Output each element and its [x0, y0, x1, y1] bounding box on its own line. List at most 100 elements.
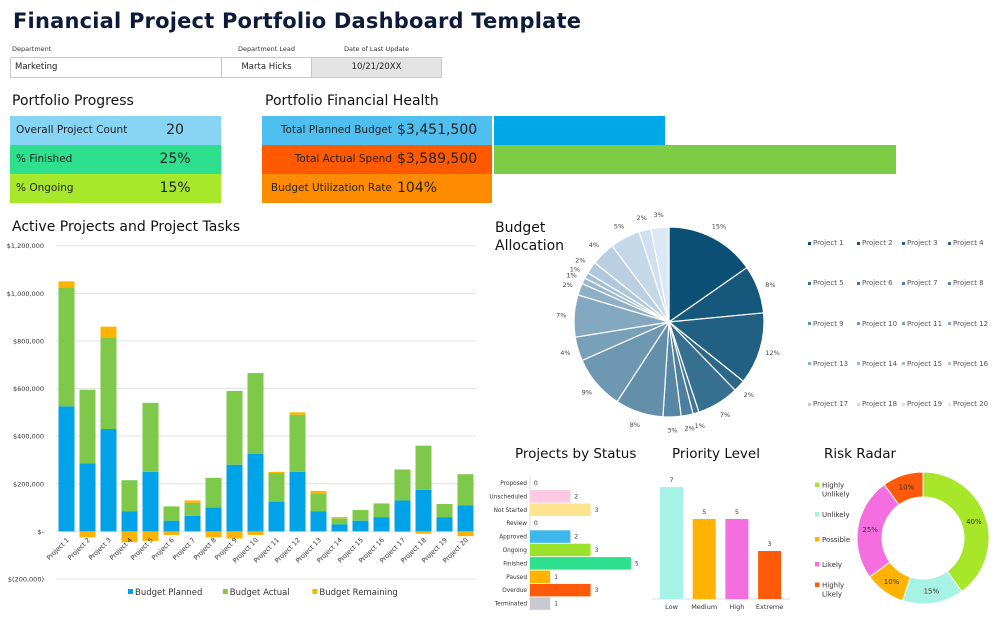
pie-label: 7% [720, 411, 730, 419]
legend-label: Project 2 [862, 239, 893, 247]
health-label: Total Planned Budget [280, 124, 392, 136]
legend-swatch [948, 402, 951, 406]
donut-slice [883, 471, 924, 506]
pie-slice [650, 226, 670, 323]
pie-label: 4% [560, 349, 570, 357]
portfolio-progress-title: Portfolio Progress [12, 93, 134, 109]
y-tick-label: $1,200,000 [7, 242, 44, 250]
title-line: Allocation [495, 238, 565, 254]
legend-item: Project 4 [948, 239, 984, 247]
status-bar [530, 557, 631, 570]
status-title: Projects by Status [515, 446, 637, 462]
pie-label: 1% [570, 266, 580, 274]
value-label: 1 [554, 575, 558, 581]
bar-budget-planned [331, 524, 348, 532]
pie-label: 2% [744, 391, 754, 399]
category-label: Paused [506, 575, 527, 581]
legend-swatch [815, 537, 820, 542]
pie-label: 12% [765, 349, 779, 357]
value-label: 3 [595, 508, 599, 514]
financial-health-table: Total Planned Budget $3,451,500 Total Actu… [262, 116, 492, 203]
financial-bar [494, 145, 897, 174]
date-field[interactable]: 10/21/20XX [311, 57, 442, 78]
legend-swatch [128, 589, 133, 594]
category-label: Proposed [500, 481, 527, 487]
legend-label: Project 19 [907, 400, 943, 409]
bar-budget-remaining [205, 531, 222, 538]
bar-budget-remaining [226, 531, 243, 539]
bar-budget-actual [100, 337, 117, 430]
value-label: 3 [768, 541, 772, 548]
legend-swatch [808, 322, 811, 326]
legend-swatch [815, 482, 820, 487]
risk-title: Risk Radar [824, 446, 897, 462]
legend-swatch [857, 322, 860, 326]
department-field[interactable]: Marketing [10, 57, 222, 78]
legend-item: Project 17 [808, 400, 848, 408]
department-label: Department [12, 45, 52, 53]
bar-budget-planned [310, 511, 327, 532]
legend-label: Project 6 [862, 279, 893, 288]
legend-swatch [312, 589, 318, 594]
health-row: Budget Utilization Rate 104% [262, 174, 492, 203]
bar-budget-planned [268, 501, 285, 532]
pie-slice [668, 226, 748, 324]
bar-budget-actual [247, 373, 264, 455]
department-lead-label: Department Lead [238, 45, 296, 53]
legend-item: Project 9 [808, 320, 844, 328]
legend-item: Project 5 [808, 279, 844, 287]
bar-budget-planned [289, 471, 306, 532]
y-tick-label: $200,000 [13, 480, 44, 488]
category-label: Extreme [756, 603, 783, 611]
legend-swatch [902, 402, 905, 406]
progress-value: 25% [159, 151, 191, 167]
progress-row: % Finished 25% [10, 145, 221, 174]
status-bar [530, 503, 591, 516]
value-label: 0 [534, 481, 538, 487]
legend-item: Project 20 [948, 400, 988, 408]
value-label: 0 [534, 521, 538, 527]
progress-label: % Ongoing [16, 182, 74, 194]
pie-label: 8% [765, 281, 775, 289]
bar-budget-actual [331, 518, 348, 525]
donut-label: 10% [884, 578, 900, 586]
bar-budget-planned [163, 520, 180, 532]
legend-label: Budget Remaining [319, 588, 397, 598]
legend-swatch [857, 402, 860, 406]
bar-budget-remaining [163, 531, 180, 535]
status-bar [530, 490, 571, 503]
legend-label: Highly [822, 482, 844, 490]
legend-label: Unlikely [822, 511, 850, 519]
legend-label: Project 7 [907, 279, 938, 288]
legend-label: Project 3 [907, 239, 938, 247]
category-label: Medium [691, 603, 717, 611]
bar-budget-actual [58, 287, 75, 407]
value-label: 5 [735, 509, 739, 516]
legend-label: Project 4 [953, 239, 984, 247]
legend-label: Project 17 [813, 400, 849, 409]
bar-budget-planned [184, 515, 201, 532]
bar-budget-remaining [268, 471, 285, 474]
pie-label: 2% [562, 281, 572, 289]
value-label: 7 [670, 477, 674, 484]
value-label: 2 [574, 535, 578, 541]
legend-swatch [902, 241, 905, 245]
legend-label: Project 20 [953, 400, 989, 409]
donut-slice [922, 471, 990, 593]
legend-item: Project 16 [948, 360, 988, 368]
legend-swatch [815, 512, 820, 517]
bar-budget-planned [247, 454, 264, 532]
legend-item: Project 1 [808, 239, 844, 247]
legend-label: Budget Actual [230, 588, 290, 598]
status-bar [530, 543, 591, 557]
department-lead-field[interactable]: Marta Hicks [221, 57, 312, 78]
category-label: Ongoing [503, 548, 528, 554]
y-tick-label: $800,000 [13, 337, 44, 345]
donut-label: 10% [899, 484, 915, 492]
category-label: Not Started [494, 508, 528, 514]
bar-budget-remaining [184, 500, 201, 503]
bar-budget-remaining [310, 490, 327, 494]
bar-budget-actual [121, 480, 138, 512]
active-projects-title: Active Projects and Project Tasks [12, 219, 241, 235]
bar-budget-remaining [58, 281, 75, 288]
